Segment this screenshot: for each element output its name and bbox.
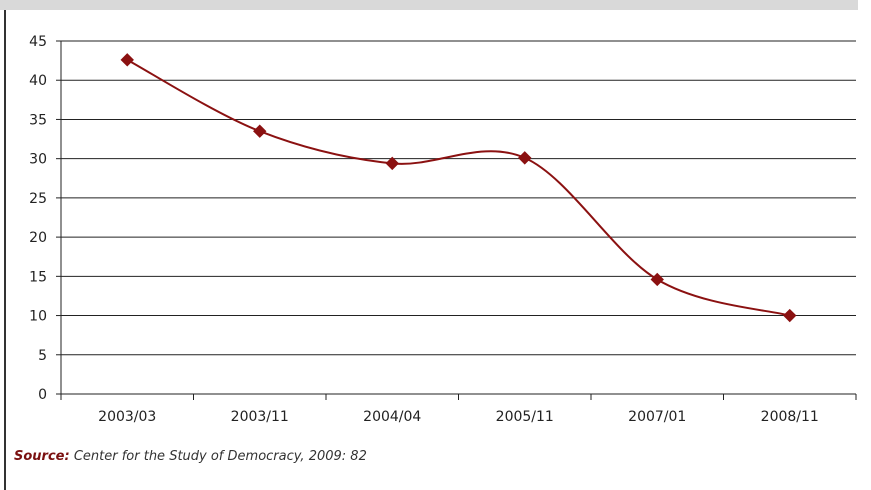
ytick-label-20: 20: [29, 230, 47, 246]
ytick-label-45: 45: [29, 34, 47, 50]
ytick-label-5: 5: [38, 348, 47, 364]
xtick-label-2: 2004/04: [363, 409, 421, 425]
source-label: Source:: [14, 449, 70, 464]
xtick-label-1: 2003/11: [231, 409, 289, 425]
axes: [56, 40, 857, 400]
data-point-0-0: [120, 53, 134, 67]
ytick-label-0: 0: [38, 387, 47, 403]
ytick-label-40: 40: [29, 73, 47, 89]
xtick-label-5: 2008/11: [761, 409, 819, 425]
series: [120, 53, 797, 323]
xtick-label-0: 2003/03: [98, 409, 156, 425]
line-chart: 0 5 10 15 20 25 30 35 40 45 2003/03 2003/11 2004/04…: [29, 34, 857, 425]
grid-lines: [61, 40, 856, 356]
data-point-0-2: [385, 156, 399, 171]
series-line-0: [126, 58, 791, 317]
xtick-label-3: 2005/11: [496, 409, 554, 425]
data-point-0-1: [253, 124, 267, 138]
x-tick-labels: 2003/03 2003/11 2004/04 2005/11 2007/01 2008/…: [98, 409, 819, 425]
data-point-0-5: [783, 308, 797, 323]
top-band: [0, 0, 858, 10]
data-point-0-4: [650, 272, 664, 287]
ytick-label-10: 10: [29, 309, 47, 325]
ytick-label-15: 15: [29, 269, 47, 285]
ytick-label-25: 25: [29, 191, 47, 207]
left-rule: [4, 10, 6, 490]
data-point-0-3: [518, 151, 532, 165]
ytick-label-35: 35: [29, 112, 47, 128]
ytick-label-30: 30: [29, 152, 47, 168]
source-note: Source: Center for the Study of Democrac…: [14, 449, 367, 464]
y-tick-labels: 0 5 10 15 20 25 30 35 40 45: [29, 34, 47, 403]
xtick-label-4: 2007/01: [628, 409, 686, 425]
source-text: Center for the Study of Democracy, 2009:…: [73, 449, 367, 464]
